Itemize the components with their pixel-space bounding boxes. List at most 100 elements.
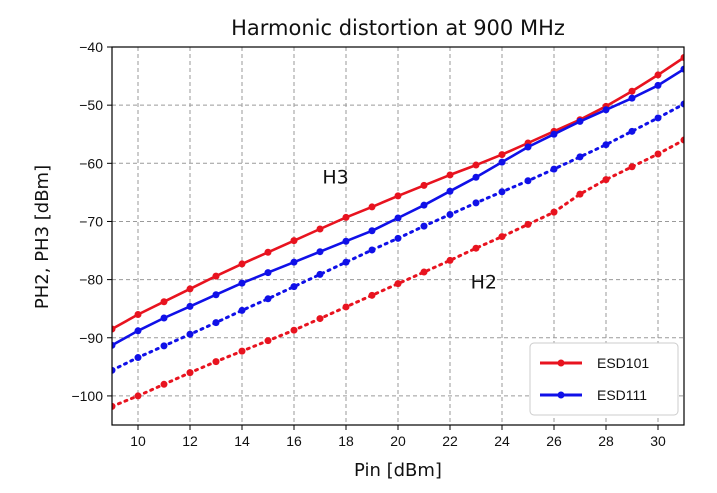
data-point (680, 100, 684, 108)
plot-frame (111, 46, 685, 426)
data-point (654, 81, 662, 89)
x-tick-label: 30 (650, 433, 666, 449)
axes-layer: 10 12 14 16 18 20 22 24 26 28 30 −100 −90 −80 −70 −60 −5… (71, 39, 685, 449)
series-unlabeled-dotted-3 (112, 136, 684, 410)
data-point (342, 237, 350, 245)
data-point (498, 233, 506, 241)
data-point (212, 272, 220, 280)
data-point (628, 127, 636, 135)
data-point (446, 187, 454, 195)
data-point (212, 358, 220, 366)
x-tick-label: 12 (182, 433, 198, 449)
data-point (576, 190, 584, 198)
y-axis-label: PH2, PH3 [dBm] (32, 165, 53, 309)
data-point (342, 213, 350, 221)
series-unlabeled-dotted-2 (112, 100, 684, 374)
data-point (446, 210, 454, 218)
data-point (524, 143, 532, 151)
data-point (264, 295, 272, 303)
data-point (316, 315, 324, 323)
data-point (368, 246, 376, 254)
data-point (186, 285, 194, 293)
annotation-h2: H2 (471, 271, 497, 293)
data-point (628, 163, 636, 171)
data-point (524, 177, 532, 185)
y-tick-label: −40 (79, 39, 103, 55)
data-point (290, 326, 298, 334)
data-point (680, 136, 684, 144)
data-point (316, 248, 324, 256)
y-tick-label: −80 (79, 272, 103, 288)
x-tick-label: 16 (286, 433, 302, 449)
data-point (368, 291, 376, 299)
legend: ESD101 ESD111 (529, 342, 679, 416)
legend-label-esd101: ESD101 (597, 355, 649, 371)
data-point (654, 71, 662, 79)
data-point (498, 158, 506, 166)
data-point (420, 181, 428, 189)
data-point (238, 279, 246, 287)
data-point (290, 237, 298, 245)
x-tick-label: 22 (442, 433, 458, 449)
x-tick-label: 20 (390, 433, 406, 449)
data-point (446, 256, 454, 264)
data-point (316, 225, 324, 233)
y-tick-label: −70 (79, 213, 103, 229)
x-tick-label: 24 (494, 433, 510, 449)
data-point (602, 176, 610, 184)
data-point (654, 114, 662, 122)
data-point (134, 392, 142, 400)
data-point (368, 227, 376, 235)
data-point (160, 314, 168, 322)
x-tick-label: 26 (546, 433, 562, 449)
data-point (264, 337, 272, 345)
data-point (368, 203, 376, 211)
data-point (498, 151, 506, 159)
data-point (112, 402, 116, 410)
data-point (576, 117, 584, 125)
data-point (238, 306, 246, 314)
x-tick-label: 28 (598, 433, 614, 449)
legend-label-esd111: ESD111 (597, 387, 647, 403)
data-point (446, 171, 454, 179)
legend-frame (529, 342, 679, 416)
data-point (186, 302, 194, 310)
data-point (394, 280, 402, 288)
x-tick-label: 10 (130, 433, 146, 449)
x-tick-label: 14 (234, 433, 250, 449)
data-point (550, 208, 558, 216)
data-point (134, 354, 142, 362)
data-point (628, 94, 636, 102)
data-point (602, 106, 610, 114)
data-point (498, 188, 506, 196)
data-point (680, 65, 684, 73)
data-point (160, 380, 168, 388)
data-point (212, 319, 220, 327)
data-point (160, 298, 168, 306)
data-point (680, 53, 684, 61)
data-point (602, 141, 610, 149)
data-point (264, 248, 272, 256)
y-tick-label: −50 (79, 97, 103, 113)
chart-title: Harmonic distortion at 900 MHz (231, 16, 565, 40)
data-point (472, 199, 480, 207)
data-point (316, 270, 324, 278)
data-point (524, 220, 532, 228)
data-point (342, 258, 350, 266)
data-point (628, 87, 636, 95)
data-point (290, 283, 298, 291)
y-tick-label: −100 (71, 388, 103, 404)
data-point (186, 330, 194, 338)
data-point (238, 347, 246, 355)
data-point (550, 165, 558, 173)
data-point (112, 366, 116, 374)
data-point (342, 303, 350, 311)
data-point (420, 201, 428, 209)
data-point (394, 214, 402, 222)
annotation-h3: H3 (322, 167, 348, 189)
x-tick-label: 18 (338, 433, 354, 449)
data-point (134, 311, 142, 319)
data-point (420, 268, 428, 276)
